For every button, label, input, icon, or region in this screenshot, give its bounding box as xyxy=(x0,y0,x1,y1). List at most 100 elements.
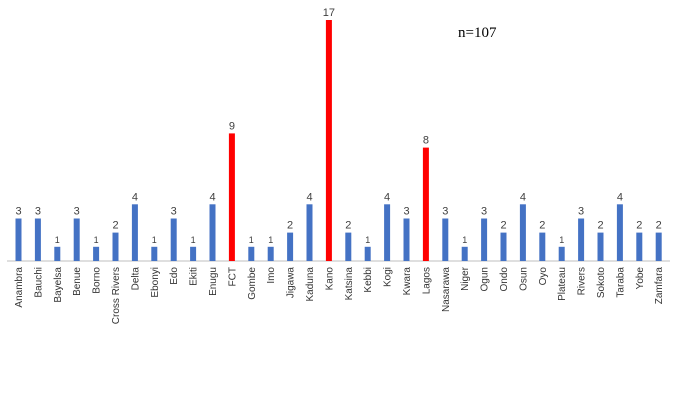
value-label-borno: 1 xyxy=(94,235,99,245)
value-label-bauchi: 3 xyxy=(35,206,41,218)
value-label-kano: 17 xyxy=(323,7,335,19)
category-label-delta: Delta xyxy=(130,267,141,291)
category-label-oyo: Oyo xyxy=(538,267,549,286)
value-label-yobe: 2 xyxy=(636,220,642,232)
value-label-nasarawa: 3 xyxy=(442,206,448,218)
category-label-anambra: Anambra xyxy=(14,267,25,308)
bar-ebonyi xyxy=(151,246,158,261)
bar-zamfara xyxy=(655,232,662,261)
category-label-fct: FCT xyxy=(227,267,238,286)
bar-sokoto xyxy=(597,232,604,261)
category-label-gombe: Gombe xyxy=(247,267,258,300)
bar-benue xyxy=(73,218,80,261)
category-label-kano: Kano xyxy=(324,267,335,291)
category-label-rivers: Rivers xyxy=(577,267,588,295)
value-label-ogun: 3 xyxy=(481,206,487,218)
value-label-osun: 4 xyxy=(520,191,526,203)
bar-delta xyxy=(131,204,138,261)
category-label-kwara: Kwara xyxy=(402,267,413,296)
category-label-ebonyi: Ebonyi xyxy=(150,267,161,298)
value-label-bayelsa: 1 xyxy=(55,235,60,245)
category-label-ondo: Ondo xyxy=(499,267,510,292)
category-label-katsina: Katsina xyxy=(344,267,355,301)
bar-jigawa xyxy=(287,232,294,261)
category-label-enugu: Enugu xyxy=(208,267,219,296)
category-label-kebbi: Kebbi xyxy=(363,267,374,293)
bar-bauchi xyxy=(34,218,41,261)
category-label-bayelsa: Bayelsa xyxy=(53,267,64,303)
value-label-enugu: 4 xyxy=(209,191,215,203)
bar-taraba xyxy=(616,204,623,261)
bar-edo xyxy=(170,218,177,261)
category-label-imo: Imo xyxy=(266,267,277,284)
bar-kebbi xyxy=(364,246,371,261)
value-label-oyo: 2 xyxy=(539,220,545,232)
value-label-ebonyi: 1 xyxy=(152,235,157,245)
bar-plateau xyxy=(558,246,565,261)
category-label-lagos: Lagos xyxy=(421,267,432,294)
bar-kaduna xyxy=(306,204,313,261)
value-label-katsina: 2 xyxy=(345,220,351,232)
value-label-kwara: 3 xyxy=(403,206,409,218)
bar-cross-rivers xyxy=(112,232,119,261)
bar-oyo xyxy=(539,232,546,261)
bar-enugu xyxy=(209,204,216,261)
category-label-ekiti: Ekiti xyxy=(189,267,200,286)
value-label-niger: 1 xyxy=(462,235,467,245)
bar-gombe xyxy=(248,246,255,261)
bar-borno xyxy=(93,246,100,261)
bar-niger xyxy=(461,246,468,261)
category-label-nasarawa: Nasarawa xyxy=(441,267,452,312)
value-label-jigawa: 2 xyxy=(287,220,293,232)
value-label-plateau: 1 xyxy=(559,235,564,245)
value-label-kebbi: 1 xyxy=(365,235,370,245)
bar-katsina xyxy=(345,232,352,261)
bar-nasarawa xyxy=(442,218,449,261)
bar-ekiti xyxy=(190,246,197,261)
value-label-ekiti: 1 xyxy=(191,235,196,245)
bar-kwara xyxy=(403,218,410,261)
bar-osun xyxy=(519,204,526,261)
value-label-kogi: 4 xyxy=(384,191,390,203)
bar-rivers xyxy=(578,218,585,261)
value-label-zamfara: 2 xyxy=(656,220,662,232)
category-label-borno: Borno xyxy=(92,267,103,294)
category-label-edo: Edo xyxy=(169,267,180,285)
category-label-taraba: Taraba xyxy=(615,267,626,298)
category-label-yobe: Yobe xyxy=(635,267,646,290)
category-label-bauchi: Bauchi xyxy=(33,267,44,298)
category-label-ogun: Ogun xyxy=(480,267,491,291)
value-label-delta: 4 xyxy=(132,191,138,203)
bar-kano xyxy=(325,20,332,261)
category-label-kaduna: Kaduna xyxy=(305,267,316,302)
bar-fct xyxy=(228,133,235,261)
category-label-benue: Benue xyxy=(72,267,83,296)
bar-ondo xyxy=(500,232,507,261)
value-label-edo: 3 xyxy=(171,206,177,218)
value-label-taraba: 4 xyxy=(617,191,623,203)
value-label-benue: 3 xyxy=(74,206,80,218)
value-label-anambra: 3 xyxy=(15,206,21,218)
category-label-plateau: Plateau xyxy=(557,267,568,301)
bar-yobe xyxy=(636,232,643,261)
category-label-cross-rivers: Cross Rivers xyxy=(111,267,122,324)
category-label-zamfara: Zamfara xyxy=(654,267,665,305)
bar-bayelsa xyxy=(54,246,61,261)
category-label-sokoto: Sokoto xyxy=(596,267,607,299)
sample-size-annotation: n=107 xyxy=(458,25,497,41)
bar-kogi xyxy=(384,204,391,261)
category-label-jigawa: Jigawa xyxy=(286,267,297,299)
bar-lagos xyxy=(422,147,429,261)
category-label-niger: Niger xyxy=(460,266,471,291)
value-label-rivers: 3 xyxy=(578,206,584,218)
value-label-lagos: 8 xyxy=(423,135,429,147)
value-label-cross-rivers: 2 xyxy=(112,220,118,232)
bar-imo xyxy=(267,246,274,261)
value-label-ondo: 2 xyxy=(500,220,506,232)
value-label-kaduna: 4 xyxy=(306,191,312,203)
value-label-gombe: 1 xyxy=(249,235,254,245)
category-label-kogi: Kogi xyxy=(383,267,394,287)
value-label-imo: 1 xyxy=(268,235,273,245)
bar-ogun xyxy=(481,218,488,261)
